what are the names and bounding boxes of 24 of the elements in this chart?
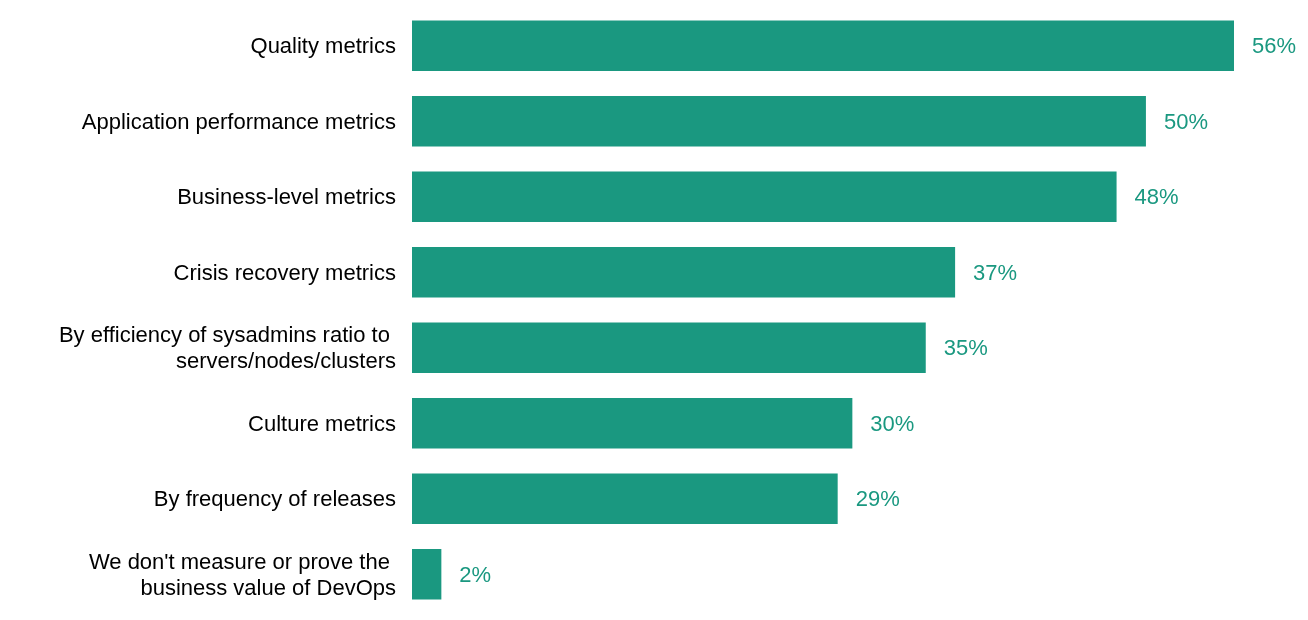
- bar: [412, 20, 1234, 72]
- y-tick-label: Business-level metrics: [177, 184, 396, 210]
- y-tick-label: By frequency of releases: [153, 486, 396, 512]
- bar: [412, 171, 1117, 223]
- bar: [412, 473, 838, 525]
- bar: [412, 95, 1146, 147]
- bar: [412, 246, 956, 298]
- data-label: 37%: [973, 259, 1018, 285]
- bar: [412, 548, 442, 600]
- y-tick-label: Culture metrics: [248, 410, 396, 436]
- data-label: 56%: [1252, 33, 1297, 59]
- data-label: 48%: [1134, 184, 1179, 210]
- data-label: 50%: [1163, 108, 1208, 134]
- y-tick-label: By efficiency of sysadmins ratio to servers/nodes/clusters: [58, 322, 396, 374]
- bar: [412, 322, 926, 374]
- data-label: 2%: [459, 561, 492, 587]
- y-tick-label: We don't measure or prove the business value of DevOps: [88, 548, 396, 600]
- y-tick-label: Crisis recovery metrics: [173, 259, 396, 285]
- y-tick-label: Application performance metrics: [81, 108, 396, 134]
- data-label: 30%: [870, 410, 915, 436]
- data-label: 35%: [943, 335, 988, 361]
- data-label: 29%: [855, 486, 900, 512]
- bar: [412, 397, 853, 449]
- y-tick-label: Quality metrics: [250, 33, 396, 59]
